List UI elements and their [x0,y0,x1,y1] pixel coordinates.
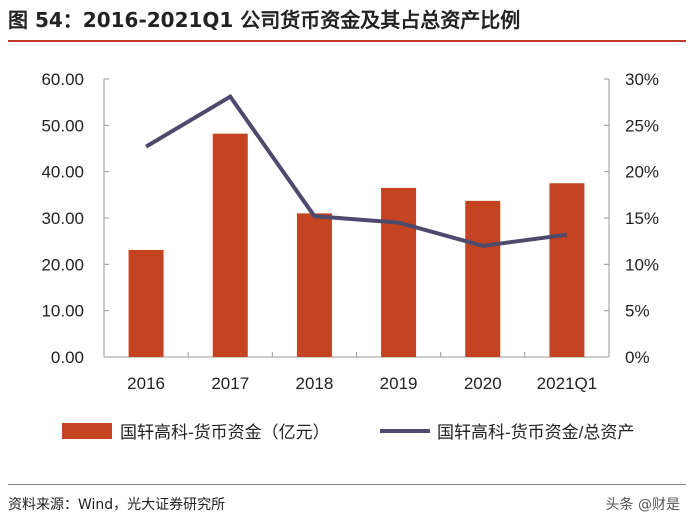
x-tick-label: 2017 [211,374,249,393]
bar-2019 [381,187,417,357]
x-tick-label: 2018 [296,374,334,393]
right-tick-label: 15% [625,209,659,228]
x-tick-label: 2020 [464,374,502,393]
left-tick-label: 40.00 [41,163,84,182]
source-note: 资料来源：Wind，光大证券研究所 [8,497,226,513]
left-tick-label: 20.00 [41,255,84,274]
legend-bar-label: 国轩高科-货币资金（亿元） [120,423,330,442]
legend-bar-swatch [62,423,112,439]
right-tick-label: 0% [625,348,650,367]
title-divider [8,40,686,42]
bar-2018 [296,213,332,357]
chart: 0.00 10.00 20.00 30.00 40.00 50.00 60.00 0% 5% 10… [41,70,659,442]
watermark: 头条 @财是 [605,497,680,513]
left-tick-label: 30.00 [41,209,84,228]
bar-2016 [128,249,164,357]
right-tick-label: 20% [625,163,659,182]
right-tick-label: 25% [625,116,659,135]
x-tick-label: 2021Q1 [537,374,598,393]
left-tick-label: 0.00 [51,348,84,367]
bar-2021Q1 [549,183,585,357]
ratio-line [145,93,568,248]
x-tick-label: 2016 [127,374,165,393]
right-tick-label: 5% [625,302,650,321]
left-tick-label: 60.00 [41,70,84,89]
x-tick-label: 2019 [380,374,418,393]
legend-line-label: 国轩高科-货币资金/总资产 [437,423,634,442]
right-tick-label: 10% [625,255,659,274]
source-divider [8,484,686,485]
left-tick-label: 10.00 [41,302,84,321]
chart-title: 图 54：2016-2021Q1 公司货币资金及其占总资产比例 [8,8,521,32]
bar-2020 [465,200,501,357]
right-tick-label: 30% [625,70,659,89]
left-tick-label: 50.00 [41,116,84,135]
bar-2017 [212,133,248,357]
